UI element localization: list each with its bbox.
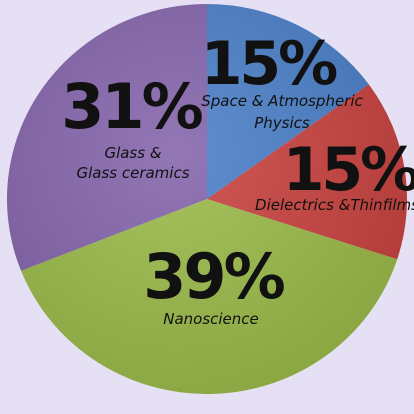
slice-percent-label: 31% xyxy=(61,70,202,143)
slice-category-label: Dielectrics &Thinfilms xyxy=(255,196,414,214)
slice-category-label: Glass ceramics xyxy=(76,164,189,182)
slice-percent-label: 39% xyxy=(143,240,284,313)
slice-category-label: Space & Atmospheric xyxy=(201,92,363,110)
pie-labels: 15%Space & AtmosphericPhysics15%Dielectr… xyxy=(61,29,414,328)
slice-category-label: Nanoscience xyxy=(163,310,259,328)
slice-percent-label: 15% xyxy=(201,29,337,99)
slice-percent-label: 15% xyxy=(283,135,414,205)
slice-category-label: Glass & xyxy=(104,144,161,162)
slice-category-label: Physics xyxy=(254,114,310,132)
